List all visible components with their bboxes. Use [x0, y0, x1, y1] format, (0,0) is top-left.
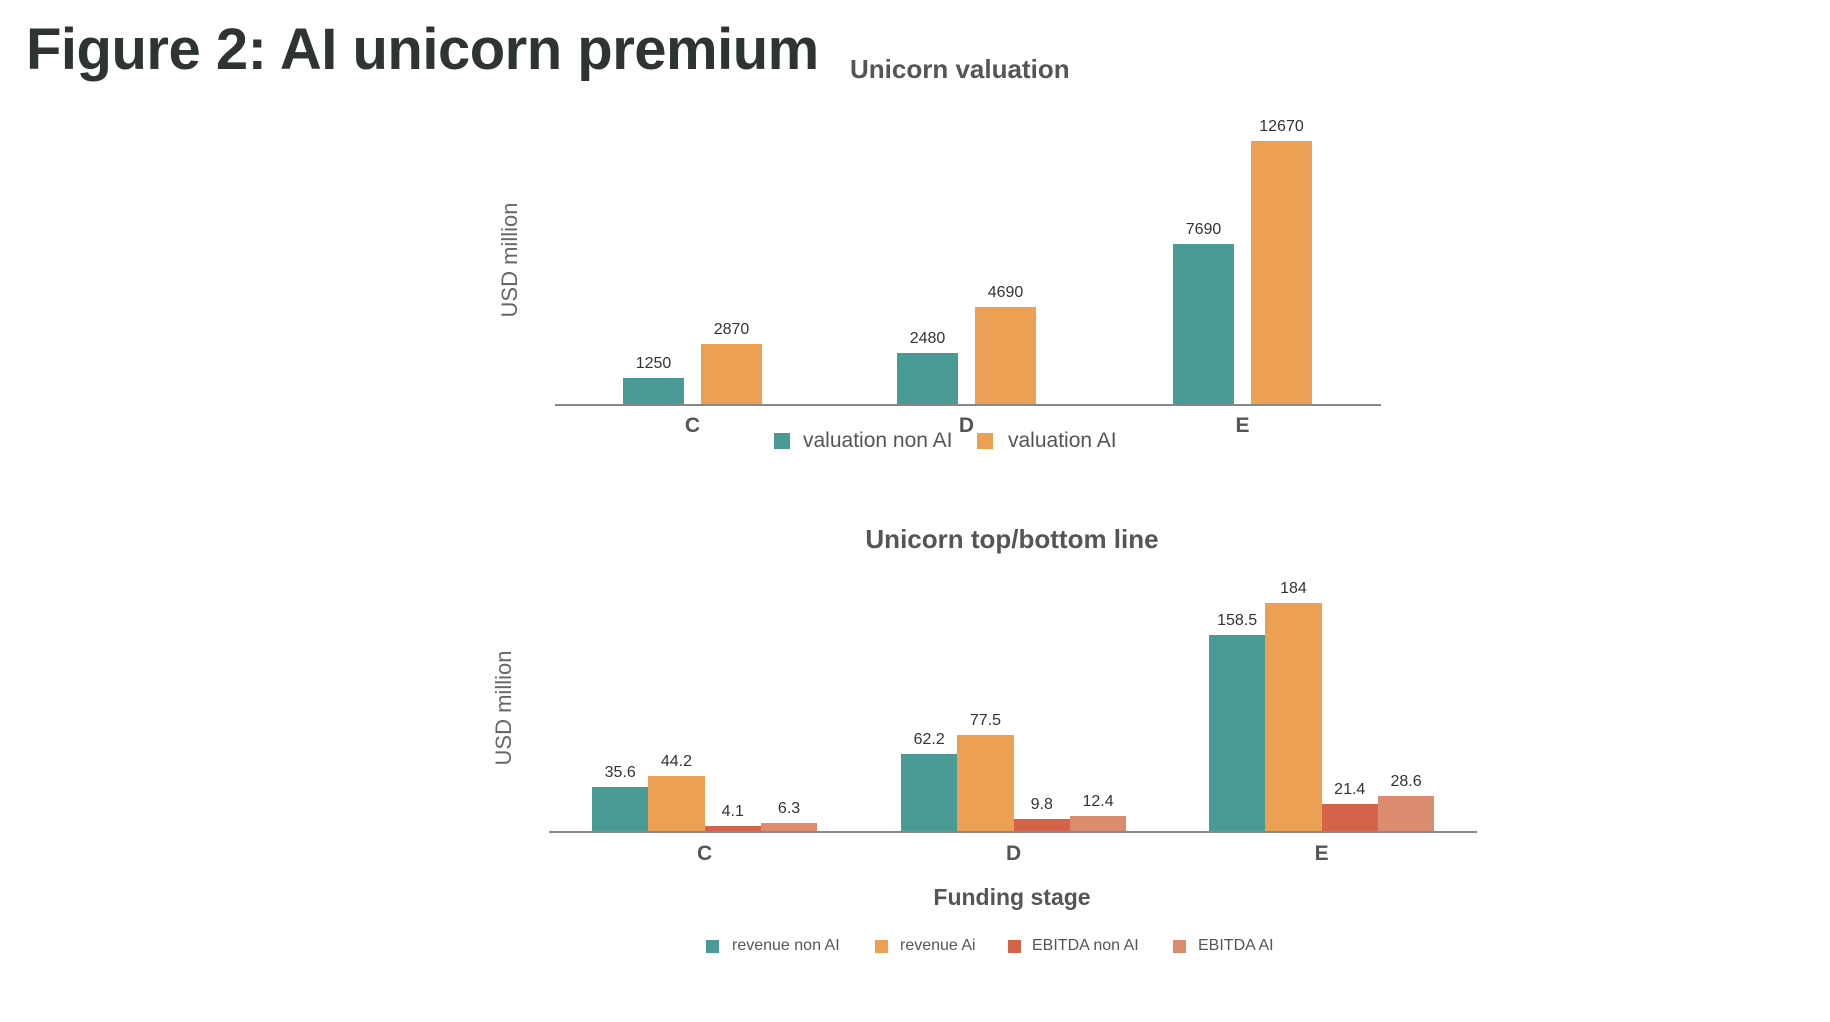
- x-tick-label: E: [1235, 414, 1250, 437]
- data-label: 6.3: [777, 800, 801, 818]
- data-label: 2480: [909, 329, 946, 347]
- data-label: 158.5: [1217, 611, 1258, 629]
- legend-label: valuation non AI: [803, 429, 953, 452]
- bar-valuation-ai-E: [1251, 141, 1312, 404]
- bar-ebitda-ai-C: [760, 823, 818, 831]
- data-label: 9.8: [1030, 795, 1053, 813]
- legend-swatch: [774, 433, 790, 449]
- bar-ebitda-ai-D: [1069, 815, 1127, 831]
- bar-revenue-non-ai-D: [901, 753, 958, 831]
- legend-swatch: [1008, 940, 1021, 953]
- bar-revenue-non-ai-E: [1209, 634, 1266, 831]
- x-tick-label: D: [958, 414, 975, 437]
- legend-label: valuation AI: [1008, 429, 1117, 452]
- data-label: 2870: [713, 321, 750, 339]
- chart-title: Unicorn top/bottom line: [865, 524, 1159, 554]
- data-label: 77.5: [969, 711, 1002, 729]
- bar-revenue-non-ai-C: [592, 786, 649, 831]
- data-label: 12670: [1259, 118, 1304, 135]
- bar-ebitda-non-ai-C: [704, 825, 761, 831]
- data-label: 4690: [987, 283, 1024, 301]
- bar-valuation-ai-D: [975, 306, 1036, 404]
- x-tick-label: C: [684, 414, 701, 437]
- x-tick-label: E: [1314, 842, 1329, 865]
- data-label: 21.4: [1334, 781, 1366, 799]
- x-axis-line: [549, 831, 1477, 833]
- data-label: 28.6: [1390, 772, 1422, 790]
- data-label: 184: [1280, 580, 1307, 597]
- legend-swatch: [1173, 940, 1186, 953]
- bar-valuation-ai-C: [701, 344, 762, 404]
- bar-ebitda-ai-E: [1377, 795, 1435, 831]
- legend-label: EBITDA AI: [1198, 937, 1274, 954]
- data-label: 12.4: [1082, 792, 1114, 810]
- x-tick-label: D: [1006, 842, 1022, 865]
- x-axis-label: Funding stage: [933, 884, 1091, 910]
- chart-title: Unicorn valuation: [850, 54, 1070, 84]
- y-axis-label: USD million: [491, 650, 516, 766]
- data-label: 35.6: [604, 763, 636, 781]
- data-label: 62.2: [913, 730, 945, 748]
- legend-label: revenue non AI: [732, 937, 840, 954]
- bar-valuation-non-ai-D: [897, 352, 958, 404]
- legend-swatch: [706, 940, 719, 953]
- data-label: 44.2: [660, 753, 693, 771]
- figure-title: Figure 2: AI unicorn premium: [26, 17, 819, 82]
- legend-label: revenue Ai: [900, 937, 976, 954]
- x-axis-line: [555, 404, 1381, 406]
- bar-valuation-non-ai-C: [623, 378, 684, 404]
- x-tick-label: C: [697, 842, 713, 865]
- legend-swatch: [875, 940, 888, 953]
- bar-revenue-ai-D: [957, 734, 1014, 831]
- legend-label: EBITDA non AI: [1032, 937, 1139, 954]
- y-axis-label: USD million: [497, 202, 522, 318]
- bar-valuation-non-ai-E: [1173, 244, 1234, 404]
- bar-ebitda-non-ai-D: [1013, 818, 1070, 831]
- legend-swatch: [977, 433, 993, 449]
- bar-revenue-ai-E: [1265, 603, 1322, 831]
- data-label: 7690: [1185, 221, 1222, 239]
- data-label: 1250: [635, 355, 672, 373]
- bar-revenue-ai-C: [648, 776, 705, 831]
- data-label: 4.1: [721, 802, 744, 820]
- bar-ebitda-non-ai-E: [1321, 804, 1378, 831]
